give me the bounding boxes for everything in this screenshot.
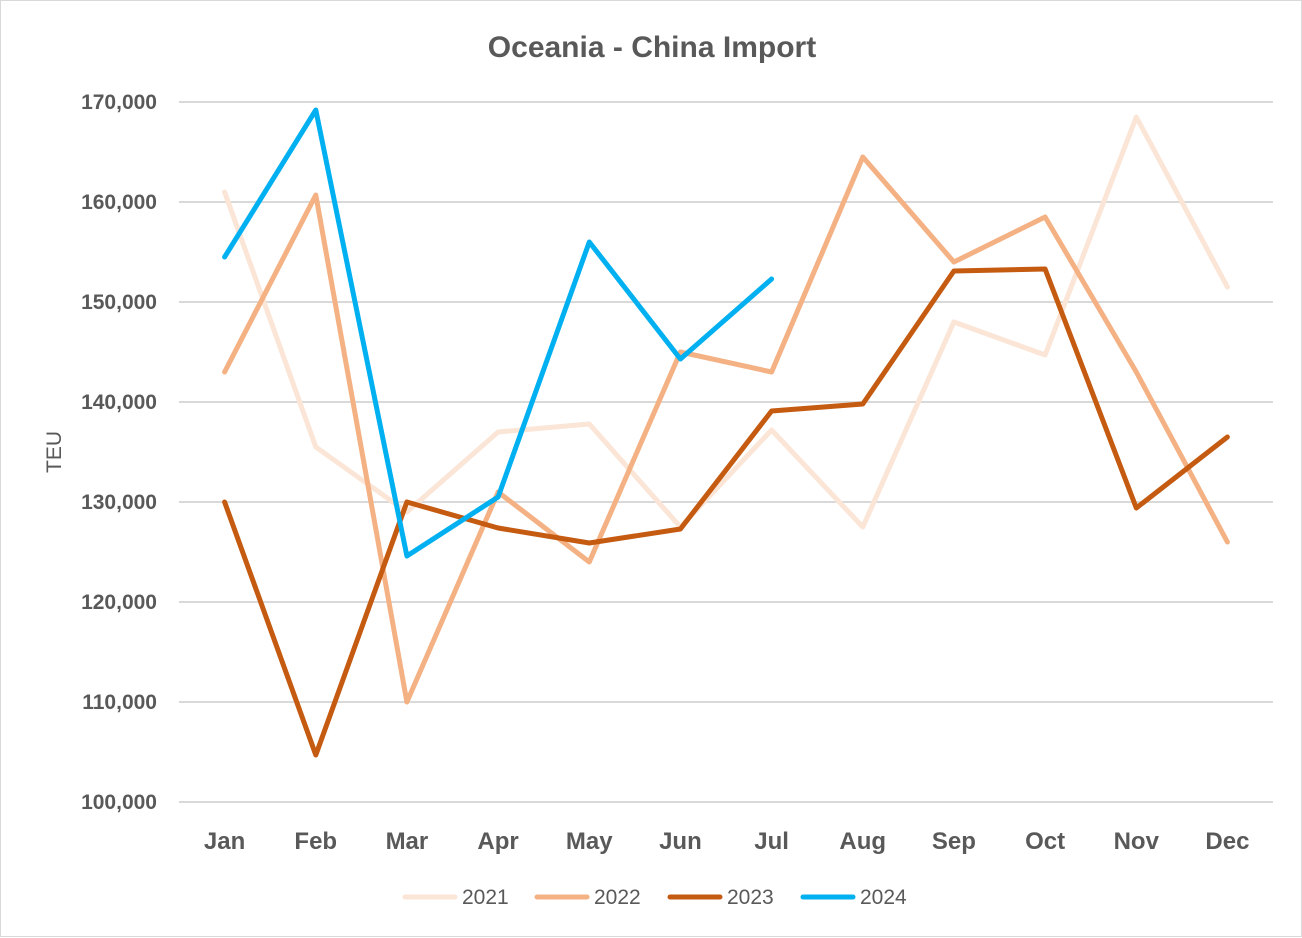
y-axis-label: TEU [43,431,66,473]
legend-label-2023: 2023 [727,886,774,909]
y-tick-label: 170,000 [81,91,157,114]
y-tick-label: 100,000 [81,791,157,814]
x-tick-label: Apr [477,828,518,855]
x-tick-label: Nov [1114,828,1160,855]
x-tick-label: Jun [659,828,702,855]
x-axis-ticks: Jan Feb Mar Apr May Jun Jul Aug Sep Oct Nov Dec [204,828,1250,855]
x-tick-label: Jan [204,828,245,855]
series-line-2022 [225,157,1228,702]
legend-label-2022: 2022 [594,886,641,909]
x-tick-label: Mar [386,828,429,855]
x-tick-label: Dec [1205,828,1249,855]
x-tick-label: Feb [294,828,337,855]
y-tick-label: 160,000 [81,191,157,214]
x-tick-label: Oct [1025,828,1065,855]
y-tick-label: 150,000 [81,291,157,314]
legend-label-2024: 2024 [860,886,907,909]
y-tick-label: 120,000 [81,591,157,614]
series-lines [224,110,1227,755]
y-axis-ticks: 100,000 110,000 120,000 130,000 140,000 150,0… [81,91,157,814]
y-tick-label: 130,000 [81,491,157,514]
legend-label-2021: 2021 [462,886,509,909]
chart-title: Oceania - China Import [488,31,816,64]
series-line-2024 [225,110,772,556]
x-tick-label: Aug [839,828,886,855]
legend: 2021 2022 2023 2024 [405,886,907,909]
x-tick-label: Jul [754,828,789,855]
x-tick-label: May [566,828,613,855]
y-tick-label: 140,000 [81,391,157,414]
x-tick-label: Sep [932,828,976,855]
gridlines [179,102,1273,802]
y-tick-label: 110,000 [82,691,157,714]
